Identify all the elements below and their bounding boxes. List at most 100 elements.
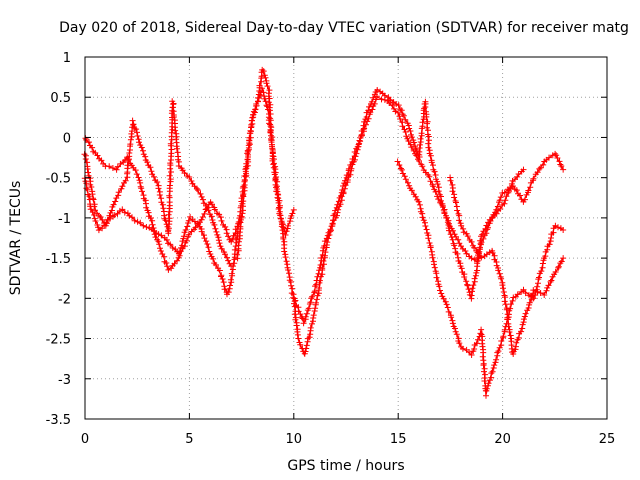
data-point [204,241,211,247]
data-point [498,275,505,282]
data-point [415,198,422,205]
data-point [539,260,546,267]
data-point [334,209,341,216]
series-line [236,87,524,357]
data-point [429,254,436,261]
data-point [506,329,513,335]
data-point [445,308,452,315]
data-point [212,261,219,268]
data-point [355,141,362,148]
data-point [155,231,162,238]
data-point [166,172,173,179]
data-point [478,239,485,246]
chart-title: Day 020 of 2018, Sidereal Day-to-day VTE… [59,20,629,36]
data-point [315,270,322,277]
data-point [536,274,542,281]
data-point [163,236,170,243]
data-point [185,231,192,238]
data-point [327,227,334,234]
data-point [275,195,282,202]
data-point [526,299,533,306]
data-point [270,160,277,167]
data-point [166,215,173,222]
data-point [139,188,145,195]
data-point [515,171,522,177]
x-tick-label: 15 [390,432,407,447]
data-point [173,145,180,152]
data-point [507,301,514,308]
data-point [135,174,142,181]
data-point [341,185,348,192]
data-point [543,287,550,294]
data-point [397,165,404,172]
data-point [305,305,312,312]
data-point [133,171,140,178]
series-arc-6 [394,158,567,399]
data-point [422,104,429,110]
data-point [223,230,230,237]
data-point [469,285,476,292]
data-point [395,109,402,116]
data-point [447,231,454,238]
data-point [369,106,376,113]
data-point [88,184,95,190]
data-point [168,129,175,136]
data-point [130,121,137,128]
data-point [310,312,317,319]
data-point [95,224,101,231]
data-point [442,298,449,305]
data-point [225,257,232,264]
y-tick-label: -1 [58,212,71,227]
data-point [289,210,296,217]
data-point [398,107,405,114]
data-point [402,116,409,123]
data-point [299,315,306,322]
data-point [121,209,128,216]
data-point [528,293,535,300]
data-point [302,313,309,320]
data-point [240,191,247,197]
data-point [229,235,236,242]
data-point [144,159,151,166]
data-point [95,227,102,234]
data-point [253,103,260,109]
data-point [342,182,349,189]
series-arc-2 [81,98,235,270]
data-point [438,290,445,297]
data-point [453,199,459,206]
data-point [156,192,163,198]
data-point [427,244,434,251]
data-point [236,229,243,236]
data-point [509,297,516,304]
data-point [147,164,154,171]
data-point [489,368,496,375]
data-point [451,194,458,201]
data-point [246,137,253,144]
data-point [129,117,136,124]
data-point [347,171,354,178]
data-point [282,254,289,261]
y-tick-label: -1.5 [46,252,71,267]
data-point [303,310,310,317]
data-point [167,241,174,248]
data-point [157,248,164,254]
data-point [513,187,520,194]
data-point [555,224,561,231]
data-point [224,254,230,261]
data-point [428,159,435,166]
data-point [389,102,396,109]
data-point [546,154,552,161]
y-tick-label: 1 [63,51,71,66]
data-point [200,196,206,203]
data-point [438,197,444,204]
data-point [340,189,347,196]
data-point [521,313,528,320]
data-point [470,282,477,289]
data-point [266,95,273,102]
data-point [492,209,499,216]
data-point [251,109,258,116]
data-point [416,157,422,164]
data-point [444,219,451,226]
data-point [509,183,516,189]
data-point [82,156,89,162]
